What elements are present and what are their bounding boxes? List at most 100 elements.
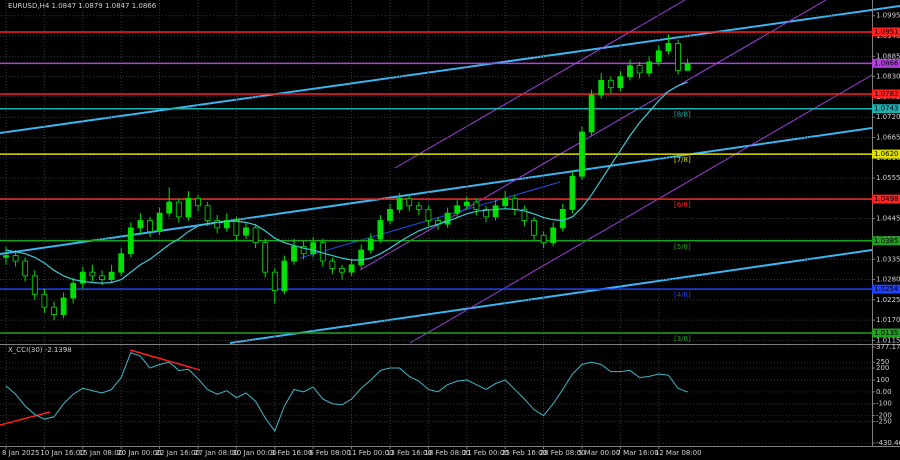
candle-body xyxy=(444,212,451,225)
level-label: 1.0743 xyxy=(874,105,899,113)
candle-body xyxy=(540,234,547,244)
candle-body xyxy=(118,253,125,273)
candle-body xyxy=(684,62,691,71)
y-tick-label: 1.0335 xyxy=(876,255,900,263)
candle-body xyxy=(262,242,269,273)
y-tick-label: 1.0995 xyxy=(876,12,900,20)
candle-body xyxy=(204,205,211,221)
candle-body xyxy=(415,205,422,210)
candle-body xyxy=(367,238,374,251)
candle-body xyxy=(233,220,240,236)
candle-body xyxy=(291,245,297,262)
candle-body xyxy=(559,209,566,229)
level-label: 1.0135 xyxy=(874,329,899,337)
level-label: 1.0385 xyxy=(874,237,899,245)
level-tag: [7/8] xyxy=(674,156,691,164)
candle-body xyxy=(396,197,403,210)
candle-body xyxy=(579,131,585,177)
level-tag: [8/8] xyxy=(674,111,691,119)
candle-body xyxy=(665,43,672,52)
indicator-tick-label: -430.4658 xyxy=(876,439,900,447)
x-tick-label: 25 Feb 16:00 xyxy=(501,449,547,457)
candle-body xyxy=(550,227,557,244)
x-tick-label: 8 Jan 2025 xyxy=(2,449,40,457)
candle-body xyxy=(483,209,489,218)
level-tag: [6/8] xyxy=(674,201,691,209)
candle-body xyxy=(243,227,249,236)
candle-body xyxy=(521,209,528,221)
y-tick-label: 1.0665 xyxy=(876,133,900,141)
level-tag: [5/8] xyxy=(674,243,691,251)
candle-body xyxy=(358,249,365,266)
x-tick-label: 28 Feb 08:00 xyxy=(540,449,586,457)
candle-body xyxy=(137,220,144,229)
x-tick-label: 21 Feb 00:00 xyxy=(463,449,509,457)
drawings xyxy=(0,0,900,426)
y-tick-label: 1.0720 xyxy=(876,113,900,121)
moving-average xyxy=(5,81,688,284)
x-tick-label: 18 Feb 08:00 xyxy=(424,449,470,457)
candle-body xyxy=(300,245,307,255)
candle-body xyxy=(607,79,614,89)
candle-body xyxy=(339,268,345,273)
candle-body xyxy=(185,197,192,218)
x-tick-label: 22 Jan 16:00 xyxy=(156,449,200,457)
candle-body xyxy=(31,275,38,295)
divergence-line xyxy=(0,411,51,426)
candle-body xyxy=(348,264,355,273)
y-tick-label: 1.0555 xyxy=(876,174,900,182)
indicator-tick-label: -100 xyxy=(876,400,892,408)
indicator-tick-label: 100 xyxy=(876,376,889,384)
trend-line xyxy=(229,249,873,344)
candle-body xyxy=(588,94,595,133)
level-label: 1.0951 xyxy=(874,28,899,36)
candle-body xyxy=(99,275,105,280)
y-tick-label: 1.0280 xyxy=(876,276,900,284)
candle-body xyxy=(473,201,480,210)
candle-body xyxy=(617,76,624,89)
candle-body xyxy=(12,255,19,262)
candle-body xyxy=(627,65,633,78)
level-box xyxy=(872,58,900,68)
candle-body xyxy=(636,65,643,74)
candle-body xyxy=(655,50,662,63)
candle-body xyxy=(387,209,393,221)
candle-body xyxy=(531,220,537,236)
candle-body xyxy=(70,282,77,299)
y-tick-label: 1.0225 xyxy=(876,296,900,304)
candle-body xyxy=(569,175,576,210)
candle-body xyxy=(271,271,278,292)
candle-body xyxy=(252,227,259,244)
indicator-title: X_CCI(30) -2.1398 xyxy=(8,346,72,354)
candle-body xyxy=(329,260,336,269)
candle-body xyxy=(406,197,413,207)
candle-body xyxy=(281,260,288,292)
candle-body xyxy=(511,197,518,210)
level-tag: [4/8] xyxy=(674,291,691,299)
x-tick-label: 11 Feb 00:00 xyxy=(348,449,394,457)
level-label: 1.0620 xyxy=(874,150,899,158)
x-tick-label: 7 Mar 16:00 xyxy=(616,449,658,457)
candle-body xyxy=(3,255,9,258)
divergence-line xyxy=(129,349,201,371)
candle-body xyxy=(492,205,499,218)
level-label: 1.0866 xyxy=(874,59,899,67)
level-tag: [3/8] xyxy=(674,335,691,343)
candle-body xyxy=(79,271,86,284)
channel-line xyxy=(409,74,873,344)
cci-line xyxy=(5,351,688,433)
candle-body xyxy=(127,227,134,255)
candle-body xyxy=(502,197,509,207)
candle-body xyxy=(108,271,115,280)
level-box xyxy=(872,149,900,159)
level-box xyxy=(872,194,900,204)
indicator-tick-label: -250 xyxy=(876,418,892,426)
level-box xyxy=(872,27,900,37)
indicator-tick-label: 0.00 xyxy=(876,388,892,396)
x-tick-label: 6 Feb 08:00 xyxy=(309,449,350,457)
candle-body xyxy=(425,209,432,221)
y-tick-label: 1.0885 xyxy=(876,52,900,60)
level-box xyxy=(872,284,900,294)
indicator-tick-label: -200 xyxy=(876,412,892,420)
